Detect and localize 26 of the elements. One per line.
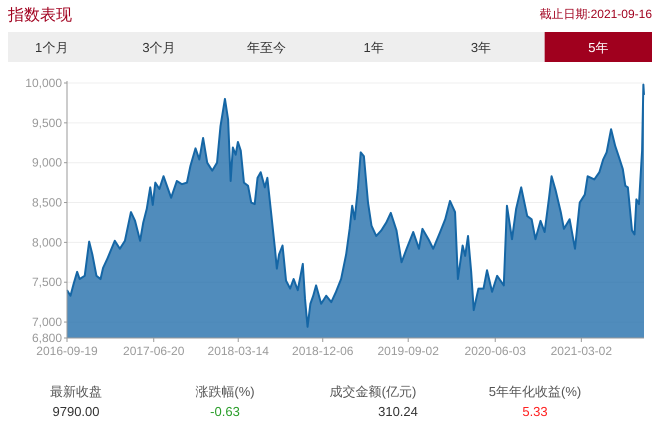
text: 310.24 xyxy=(378,404,418,419)
x-tick-label: 2017-06-20 xyxy=(123,344,185,358)
x-tick-label: 2018-03-14 xyxy=(208,344,270,358)
text: 涨跌幅(%) xyxy=(195,384,255,399)
y-tick-label: 7,000 xyxy=(32,315,62,330)
x-tick-label: 2021-03-02 xyxy=(550,344,612,358)
y-tick-label: 10,000 xyxy=(25,76,62,90)
y-tick-label: 8,500 xyxy=(32,196,62,210)
text: -0.63 xyxy=(210,404,240,419)
text: 5年年化收益(%) xyxy=(488,384,582,399)
text: 9790.00 xyxy=(52,404,100,419)
y-tick-label: 9,500 xyxy=(32,116,62,130)
x-tick-label: 2016-09-19 xyxy=(36,344,98,358)
y-tick-label: 7,500 xyxy=(32,275,62,290)
y-tick-label: 9,000 xyxy=(32,156,62,170)
chart-title: 指数表现 xyxy=(7,6,72,24)
chart-subtitle: 截止日期:2021-09-16 xyxy=(539,7,652,21)
text: 最新收盘 xyxy=(50,384,102,399)
text: 5.33 xyxy=(522,404,548,419)
tabs: 1个月 3个月 年至今 1年 3年 5年 xyxy=(8,32,652,62)
x-tick-label: 2019-09-02 xyxy=(378,344,440,358)
x-tick-label: 2020-06-03 xyxy=(464,344,526,358)
x-tick-label: 2018-12-06 xyxy=(292,344,354,358)
y-tick-label: 6,800 xyxy=(32,331,62,345)
y-tick-label: 8,000 xyxy=(32,235,62,250)
text: 成交金额(亿元) xyxy=(330,384,416,399)
